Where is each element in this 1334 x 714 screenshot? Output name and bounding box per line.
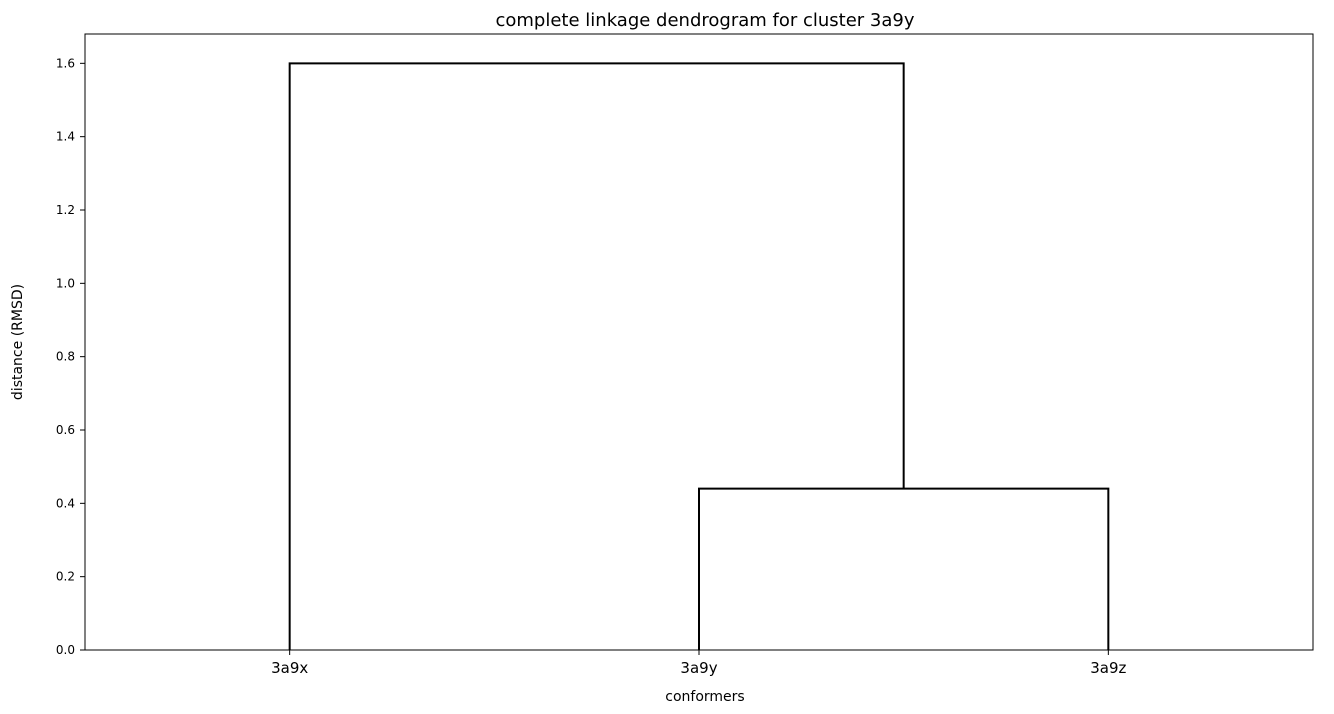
y-axis: 0.0 0.2 0.4 0.6 0.8 1.0 1.2 1.4 1.6: [56, 56, 85, 657]
y-tick-label: 1.4: [56, 130, 75, 144]
y-axis-label: distance (RMSD): [10, 284, 26, 400]
x-axis: 3a9x 3a9y 3a9z: [271, 650, 1127, 677]
x-axis-label: conformers: [665, 689, 744, 705]
leaf-label: 3a9y: [680, 659, 717, 677]
dendrogram-link: [698, 487, 1110, 650]
y-tick-label: 1.2: [56, 203, 75, 217]
y-tick-label: 0.2: [56, 570, 75, 584]
y-tick-label: 1.0: [56, 276, 75, 290]
y-tick-label: 1.6: [56, 56, 75, 70]
y-tick-label: 0.0: [56, 643, 75, 657]
chart-title: complete linkage dendrogram for cluster …: [495, 10, 914, 31]
y-tick-label: 0.8: [56, 350, 75, 364]
dendrogram-links: [288, 62, 1110, 650]
leaf-label: 3a9z: [1090, 659, 1126, 677]
y-tick-label: 0.6: [56, 423, 75, 437]
y-tick-label: 0.4: [56, 496, 75, 510]
dendrogram-link: [288, 62, 905, 650]
leaf-label: 3a9x: [271, 659, 308, 677]
